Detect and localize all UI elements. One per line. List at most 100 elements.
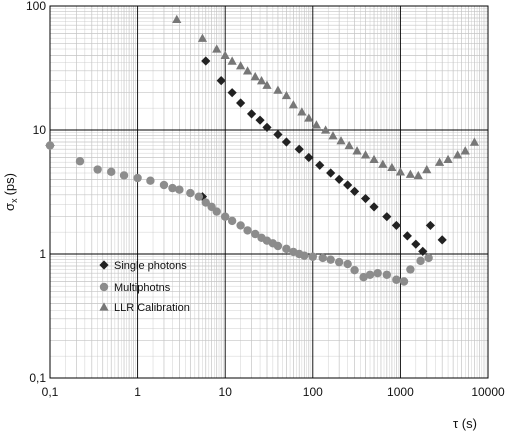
- x-axis-label: τ (s): [453, 416, 477, 431]
- data-point-single-photons: [425, 220, 435, 231]
- data-point-llr-calibration: [378, 159, 388, 168]
- data-point-llr-calibration: [469, 137, 480, 146]
- data-point-single-photons: [411, 239, 421, 249]
- data-point-multiphotns: [326, 255, 335, 264]
- data-point-multiphotns: [300, 251, 309, 260]
- data-point-multiphotns: [373, 269, 382, 278]
- data-point-multiphotns: [382, 270, 392, 279]
- data-point-single-photons: [382, 212, 392, 222]
- data-point-llr-calibration: [212, 44, 222, 53]
- data-point-llr-calibration: [297, 107, 307, 116]
- data-point-single-photons: [216, 76, 226, 86]
- y-axis-label: σx (ps): [2, 173, 19, 211]
- legend-label-single-photons: Single photons: [114, 260, 187, 272]
- data-point-llr-calibration: [273, 85, 283, 94]
- data-point-multiphotns: [236, 221, 245, 230]
- series-multiphotns: [45, 141, 433, 286]
- data-point-llr-calibration: [236, 61, 246, 70]
- data-point-multiphotns: [107, 167, 116, 177]
- data-point-single-photons: [437, 235, 447, 245]
- data-point-single-photons: [391, 220, 401, 231]
- data-point-single-photons: [246, 109, 257, 119]
- data-point-llr-calibration: [220, 50, 230, 60]
- data-point-multiphotns: [334, 257, 344, 267]
- data-point-multiphotns: [308, 252, 317, 261]
- data-point-llr-calibration: [434, 157, 445, 166]
- legend-marker-llr-calibration: [99, 302, 109, 311]
- data-point-multiphotns: [93, 165, 102, 174]
- data-point-multiphotns: [359, 272, 368, 282]
- x-tick-label: 1000: [387, 385, 414, 399]
- legend-marker-single-photons: [99, 260, 109, 270]
- data-point-llr-calibration: [443, 154, 453, 164]
- legend-label-llr-calibration: LLR Calibration: [114, 302, 190, 314]
- data-point-single-photons: [227, 88, 237, 98]
- data-point-llr-calibration: [460, 146, 470, 155]
- data-point-llr-calibration: [395, 167, 405, 176]
- data-point-single-photons: [273, 129, 283, 140]
- y-tick-label: 100: [26, 0, 46, 13]
- data-point-llr-calibration: [281, 90, 292, 100]
- data-point-llr-calibration: [197, 33, 208, 42]
- grid: [49, 5, 489, 379]
- data-point-llr-calibration: [304, 113, 314, 122]
- data-point-single-photons: [255, 115, 265, 125]
- data-point-single-photons: [326, 168, 336, 178]
- data-point-llr-calibration: [328, 131, 338, 140]
- data-point-multiphotns: [212, 207, 221, 216]
- data-point-multiphotns: [243, 226, 252, 235]
- plot-background: [50, 6, 488, 378]
- data-point-single-photons: [418, 246, 428, 256]
- data-point-llr-calibration: [344, 140, 354, 150]
- data-point-single-photons: [360, 193, 371, 204]
- data-point-multiphotns: [186, 188, 195, 198]
- data-point-single-photons: [262, 122, 272, 132]
- data-point-single-photons: [315, 160, 325, 170]
- data-point-multiphotns: [221, 212, 230, 221]
- data-point-multiphotns: [201, 198, 210, 207]
- data-point-multiphotns: [365, 270, 375, 279]
- data-point-multiphotns: [406, 265, 415, 274]
- data-point-llr-calibration: [422, 164, 432, 174]
- data-points: [45, 14, 480, 286]
- legend-marker-multiphotns: [99, 282, 109, 292]
- data-point-single-photons: [294, 144, 304, 154]
- legend-label-multiphotns: Multiphotns: [114, 282, 171, 294]
- data-point-multiphotns: [119, 171, 129, 180]
- data-point-llr-calibration: [262, 80, 272, 89]
- data-point-llr-calibration: [256, 76, 267, 85]
- plot-frame: [49, 5, 489, 379]
- data-point-multiphotns: [350, 266, 359, 275]
- data-point-llr-calibration: [405, 169, 415, 178]
- data-point-multiphotns: [133, 173, 142, 183]
- legend: Single photons Multiphotns LLR Calibration: [99, 260, 190, 314]
- data-point-multiphotns: [416, 256, 425, 266]
- data-point-single-photons: [402, 231, 412, 241]
- data-point-multiphotns: [45, 141, 55, 150]
- data-point-llr-calibration: [352, 146, 362, 155]
- data-point-multiphotns: [159, 180, 169, 190]
- data-point-llr-calibration: [288, 100, 298, 109]
- series-llr-calibration: [172, 14, 480, 180]
- data-point-multiphotns: [168, 183, 177, 193]
- data-point-multiphotns: [175, 185, 184, 194]
- data-point-multiphotns: [250, 229, 260, 239]
- tick-labels: 0,1 1 10 100 1000 10000 0,1 1 10 100: [26, 0, 505, 399]
- data-point-multiphotns: [75, 157, 85, 166]
- data-point-multiphotns: [392, 275, 401, 284]
- data-point-llr-calibration: [321, 125, 331, 134]
- x-tick-label: 1: [134, 385, 141, 399]
- data-point-single-photons: [343, 180, 353, 190]
- y-axis-symbol: σ: [2, 203, 17, 211]
- data-point-llr-calibration: [311, 120, 322, 129]
- data-point-multiphotns: [227, 216, 237, 226]
- x-tick-label: 0,1: [42, 385, 59, 399]
- data-point-multiphotns: [318, 253, 327, 263]
- data-point-llr-calibration: [250, 71, 260, 81]
- data-point-multiphotns: [146, 176, 155, 185]
- data-point-multiphotns: [273, 241, 283, 251]
- data-point-single-photons: [236, 98, 246, 108]
- x-tick-label: 10000: [471, 385, 505, 399]
